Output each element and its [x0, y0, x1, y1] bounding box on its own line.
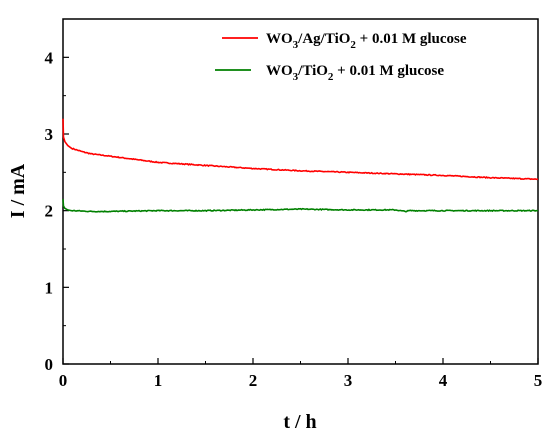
legend-text-part: /Ag/TiO	[297, 31, 350, 47]
legend-label-2: WO3/TiO2 + 0.01 M glucose	[266, 63, 444, 83]
legend-text-part: /TiO	[297, 63, 328, 79]
series-line-1	[62, 118, 539, 181]
series-lines	[62, 118, 539, 213]
legend-subscript: 3	[293, 39, 299, 51]
legend-subscript: 2	[350, 39, 356, 51]
y-tick-label: 0	[45, 355, 54, 374]
legend-text-part: WO	[266, 31, 293, 47]
legend-subscript: 3	[293, 71, 299, 83]
x-tick-label: 5	[534, 371, 543, 390]
x-tick-label: 1	[154, 371, 163, 390]
y-tick-label: 4	[45, 48, 54, 67]
x-tick-label: 4	[439, 371, 448, 390]
legend-text-part: + 0.01 M glucose	[356, 31, 467, 47]
series-line-2	[62, 199, 539, 213]
y-tick-label: 3	[45, 125, 54, 144]
y-tick-label: 1	[45, 278, 54, 297]
y-axis-title: I / mA	[7, 163, 29, 218]
y-tick-label: 2	[45, 202, 54, 221]
axis-ticks: 0 1 2 3 4 5 0 1 2 3 4	[45, 48, 543, 390]
legend-text-part: + 0.01 M glucose	[333, 63, 444, 79]
legend-label-1: WO3/Ag/TiO2 + 0.01 M glucose	[266, 31, 467, 51]
x-axis-title: t / h	[283, 411, 316, 433]
x-tick-label: 3	[344, 371, 353, 390]
legend-text-part: WO	[266, 63, 293, 79]
x-tick-label: 2	[249, 371, 258, 390]
legend-subscript: 2	[328, 71, 334, 83]
x-tick-label: 0	[59, 371, 68, 390]
